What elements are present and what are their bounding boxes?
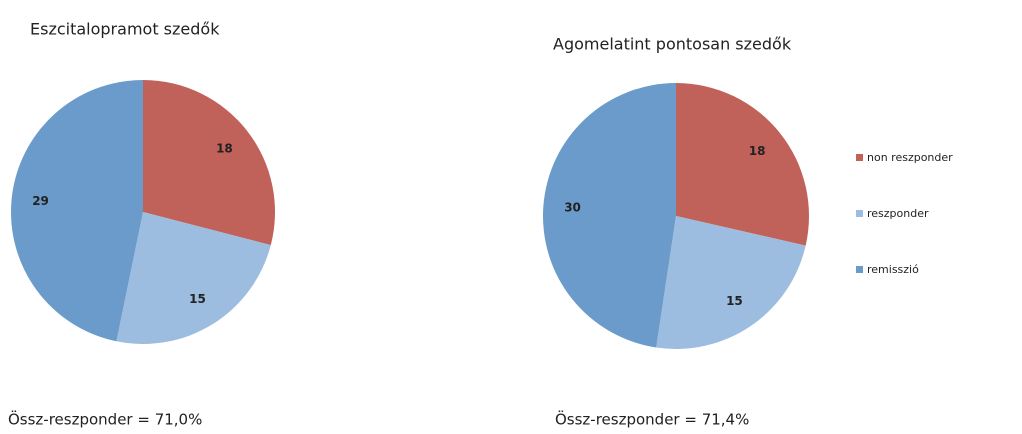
pie-slice (116, 212, 271, 344)
pie-slice (10, 80, 144, 342)
chart-title: Eszcitalopramot szedők (30, 20, 220, 39)
pie-slice (143, 80, 276, 246)
pie-slice (542, 83, 676, 348)
slice-label: 15 (189, 292, 206, 306)
slice-label: 29 (32, 194, 49, 208)
slice-label: 15 (726, 294, 743, 308)
annotation: Össz-reszponder = 71,4% (555, 410, 749, 429)
legend-swatch (856, 266, 863, 273)
legend-label: remisszió (867, 263, 919, 276)
annotation: Össz-reszponder = 71,0% (8, 410, 202, 429)
pie-slice (656, 216, 806, 349)
slice-label: 18 (749, 144, 766, 158)
legend-swatch (856, 210, 863, 217)
legend-label: reszponder (867, 207, 929, 220)
pie-slice (676, 83, 809, 246)
chart-title: Agomelatint pontosan szedők (553, 35, 792, 54)
legend-swatch (856, 154, 863, 161)
slice-label: 18 (216, 141, 233, 155)
legend-label: non reszponder (867, 151, 953, 164)
slice-label: 30 (564, 201, 581, 215)
